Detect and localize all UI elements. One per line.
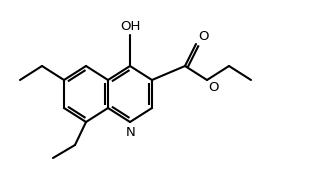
Text: OH: OH <box>120 20 140 33</box>
Text: O: O <box>198 30 209 43</box>
Text: N: N <box>126 126 136 139</box>
Text: O: O <box>208 81 219 94</box>
